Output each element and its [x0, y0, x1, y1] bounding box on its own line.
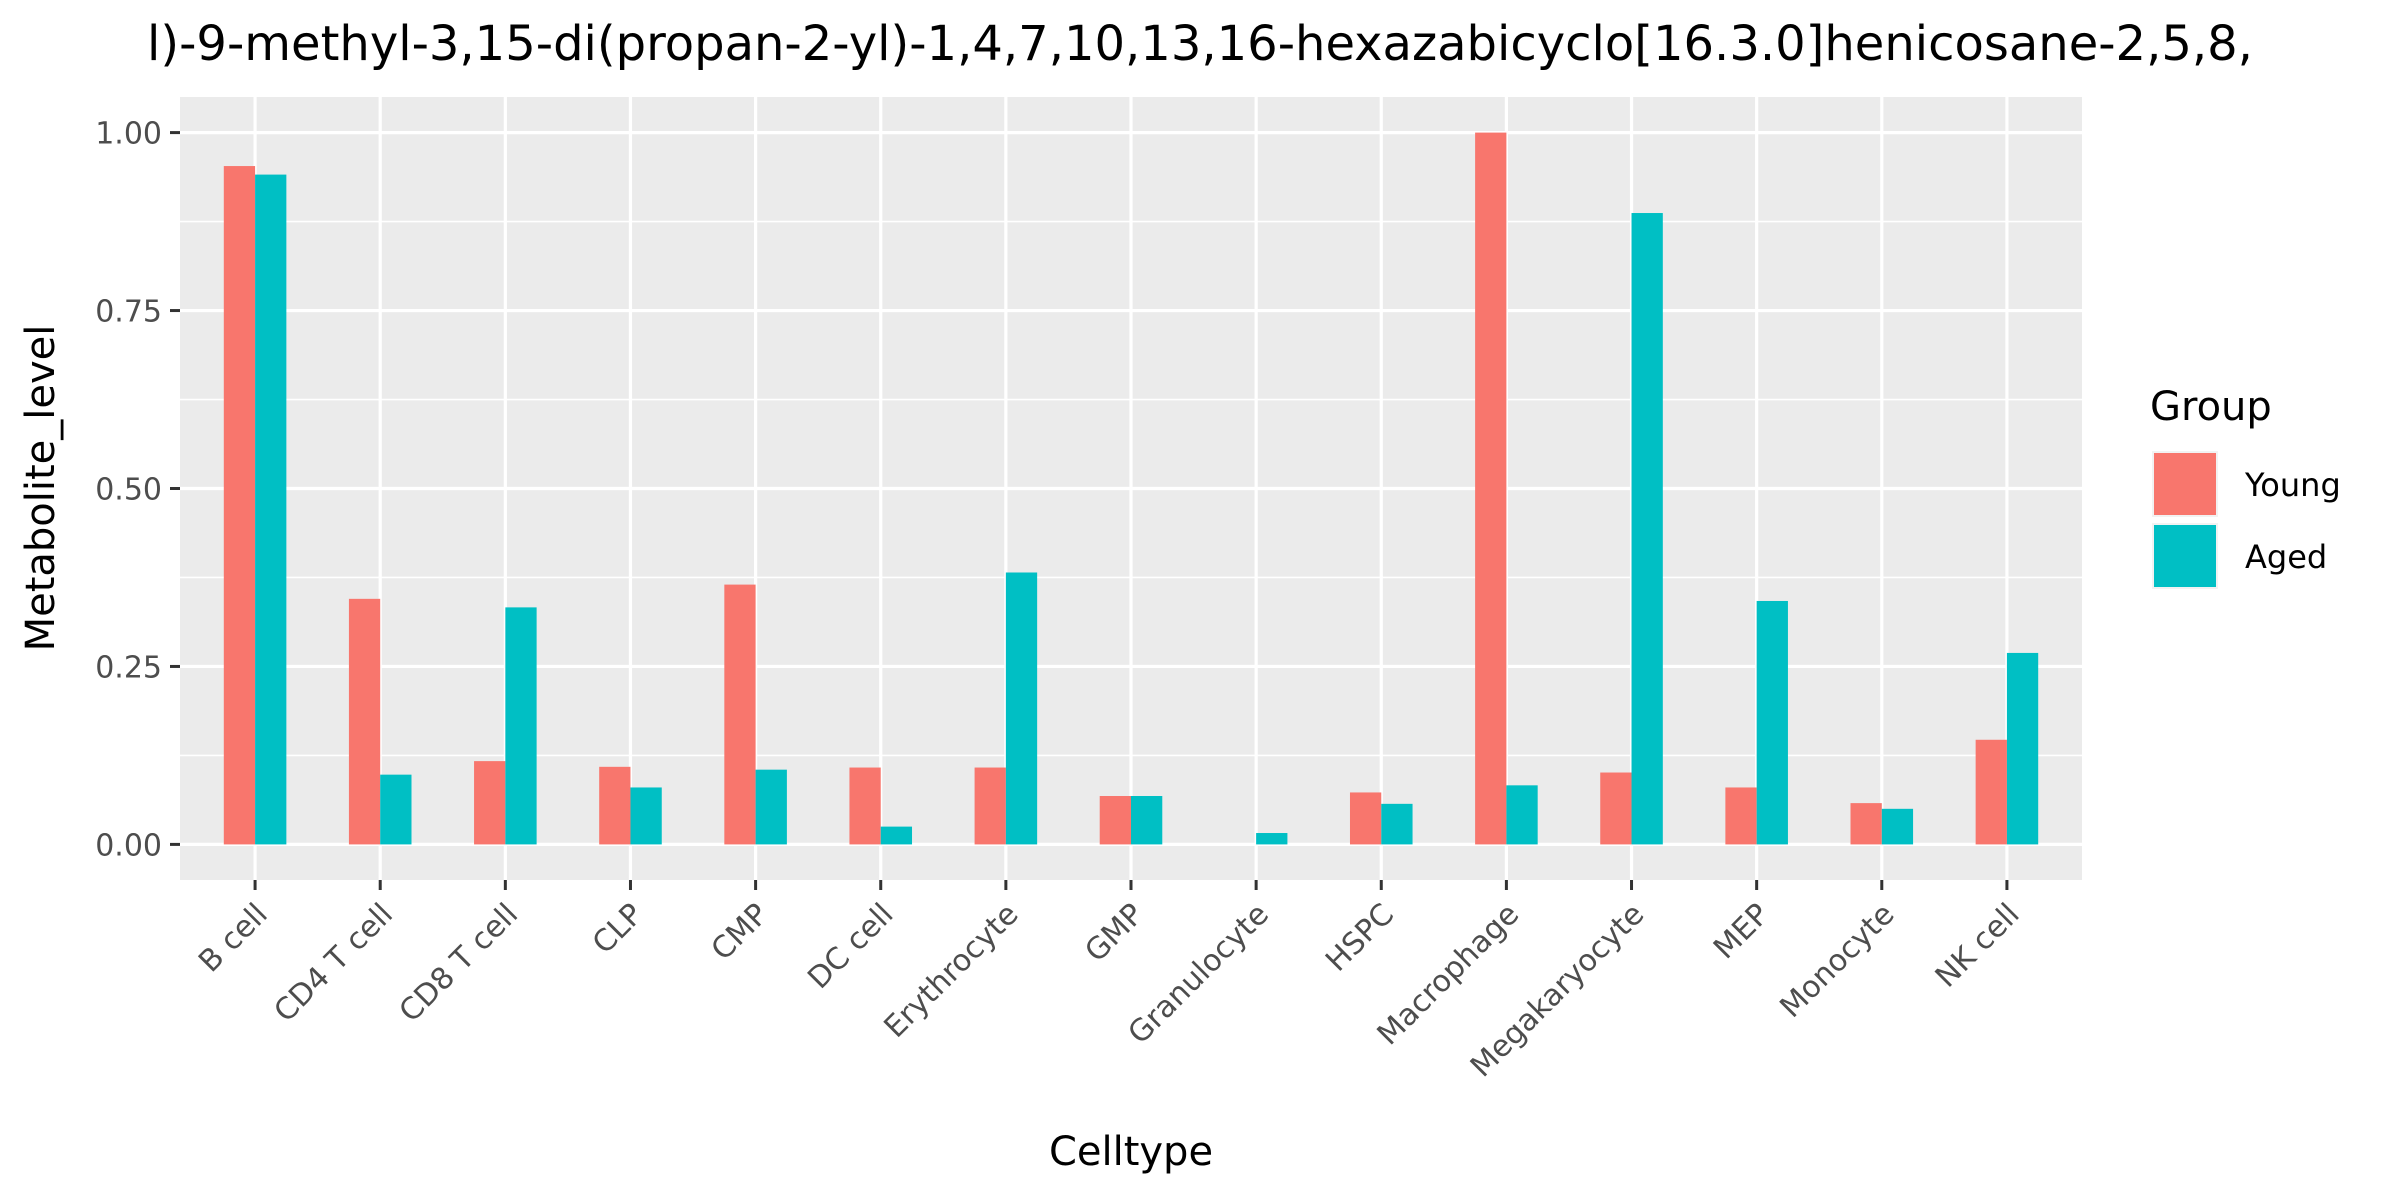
x-tick-label: Erythrocyte	[878, 897, 1026, 1045]
x-tick-label: GMP	[1078, 897, 1150, 969]
x-tick-label: CD4 T cell	[268, 897, 400, 1029]
legend-swatch-aged	[2154, 525, 2216, 587]
bar-aged-macrophage	[1506, 785, 1538, 845]
legend: Group Young Aged	[2150, 384, 2341, 589]
bar-aged-mep	[1756, 600, 1788, 845]
x-tick-label: MEP	[1707, 897, 1776, 966]
y-axis: 0.00 0.25 0.50 0.75 1.00	[95, 117, 180, 863]
x-axis-title: Celltype	[1049, 1129, 1213, 1175]
bar-young-dc-cell	[849, 767, 881, 845]
y-tick-label: 0.25	[95, 650, 162, 685]
x-tick-label: NK cell	[1929, 897, 2027, 995]
bar-young-hspc	[1349, 792, 1382, 845]
bar-young-mep	[1725, 787, 1757, 845]
bar-young-nk-cell	[1975, 739, 2007, 845]
bar-young-cmp	[724, 584, 756, 845]
bar-aged-nk-cell	[2006, 652, 2039, 845]
x-tick-label: B cell	[192, 897, 275, 980]
legend-label-aged: Aged	[2245, 538, 2327, 576]
bar-young-cd8-t-cell	[474, 761, 506, 845]
bar-young-erythrocyte	[974, 767, 1006, 845]
y-tick-label: 1.00	[95, 117, 162, 152]
chart-title: l)-9-methyl-3,15-di(propan-2-yl)-1,4,7,1…	[147, 16, 2253, 72]
bar-aged-cd4-t-cell	[380, 774, 412, 845]
bar-aged-granulocyte	[1256, 833, 1288, 845]
legend-title: Group	[2150, 384, 2272, 430]
bar-young-megakaryocyte	[1600, 772, 1632, 845]
bar-aged-hspc	[1381, 803, 1413, 845]
y-tick-label: 0.50	[95, 473, 162, 508]
bar-aged-gmp	[1131, 796, 1163, 845]
x-tick-label: Monocyte	[1773, 897, 1901, 1025]
bar-aged-dc-cell	[880, 826, 913, 845]
bar-aged-monocyte	[1881, 808, 1914, 845]
y-tick-label: 0.00	[95, 828, 162, 863]
x-tick-label: DC cell	[801, 897, 900, 996]
bar-aged-b-cell	[255, 174, 287, 845]
bar-aged-cd8-t-cell	[505, 607, 537, 845]
bar-aged-erythrocyte	[1005, 572, 1038, 845]
bar-young-macrophage	[1475, 132, 1507, 845]
bar-aged-cmp	[755, 769, 787, 845]
y-tick-label: 0.75	[95, 295, 162, 330]
bar-aged-clp	[630, 787, 662, 845]
bar-aged-megakaryocyte	[1631, 213, 1663, 845]
bar-young-b-cell	[223, 166, 256, 845]
bar-young-monocyte	[1850, 803, 1882, 845]
plot-panel	[180, 97, 2082, 880]
x-tick-label: CMP	[705, 897, 776, 968]
x-tick-label: CLP	[586, 897, 650, 961]
bar-young-clp	[599, 766, 631, 845]
x-tick-label: HSPC	[1319, 897, 1401, 979]
legend-swatch-young	[2154, 453, 2216, 515]
x-tick-label: CD8 T cell	[393, 897, 525, 1029]
y-axis-title: Metabolite_level	[18, 325, 64, 652]
legend-items: Young Aged	[2152, 451, 2341, 589]
bar-young-cd4-t-cell	[348, 598, 381, 845]
bars	[223, 132, 2039, 845]
legend-label-young: Young	[2244, 466, 2341, 504]
bar-young-gmp	[1099, 796, 1131, 845]
